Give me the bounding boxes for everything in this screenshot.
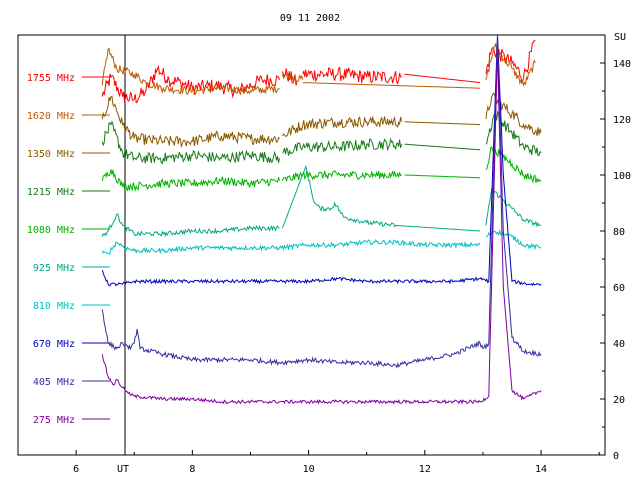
chart-title: 09 11 2002 — [280, 13, 340, 24]
y-tick-label: 100 — [613, 171, 631, 182]
x-tick-label: 8 — [189, 464, 195, 475]
legend-label: 405 MHz — [33, 377, 75, 388]
series-line — [101, 39, 536, 104]
y-tick-label: 120 — [613, 115, 631, 126]
series-line — [101, 110, 542, 165]
x-tick-label: 14 — [535, 464, 547, 475]
y-tick-label: 60 — [613, 283, 625, 294]
legend-label: 925 MHz — [33, 263, 75, 274]
series-line — [101, 34, 542, 287]
x-tick-label: 6 — [73, 464, 79, 475]
series-line — [101, 92, 542, 149]
series-line — [101, 34, 542, 369]
y-tick-label: 20 — [613, 395, 625, 406]
x-tick-label: 10 — [303, 464, 315, 475]
plot-frame — [17, 34, 606, 456]
y-axis-unit: SU — [614, 32, 626, 43]
y-axis: 0 20 40 60 80 100 120 140 — [600, 59, 631, 462]
y-tick-label: 80 — [613, 227, 625, 238]
series-group — [101, 34, 542, 405]
y-tick-label: 0 — [613, 451, 619, 462]
x-axis: 6 8 10 12 14 — [73, 450, 600, 475]
series-line — [101, 144, 542, 192]
legend-label: 275 MHz — [33, 415, 75, 426]
legend-label: 670 MHz — [33, 339, 75, 350]
legend-label: 810 MHz — [33, 301, 75, 312]
y-tick-label: 140 — [613, 59, 631, 70]
series-line — [101, 48, 542, 405]
legend: 1755 MHz 1620 MHz 1350 MHz 1215 MHz 1080 MHz… — [27, 73, 110, 426]
x-tick-label: 12 — [419, 464, 431, 475]
legend-label: 1620 MHz — [27, 111, 75, 122]
legend-label: 1755 MHz — [27, 73, 75, 84]
legend-label: 1350 MHz — [27, 149, 75, 160]
legend-label: 1215 MHz — [27, 187, 75, 198]
x-axis-unit: UT — [117, 464, 129, 475]
legend-label: 1080 MHz — [27, 225, 75, 236]
series-line — [101, 165, 542, 238]
y-tick-label: 40 — [613, 339, 625, 350]
series-line — [101, 42, 536, 96]
series-line — [101, 229, 542, 255]
